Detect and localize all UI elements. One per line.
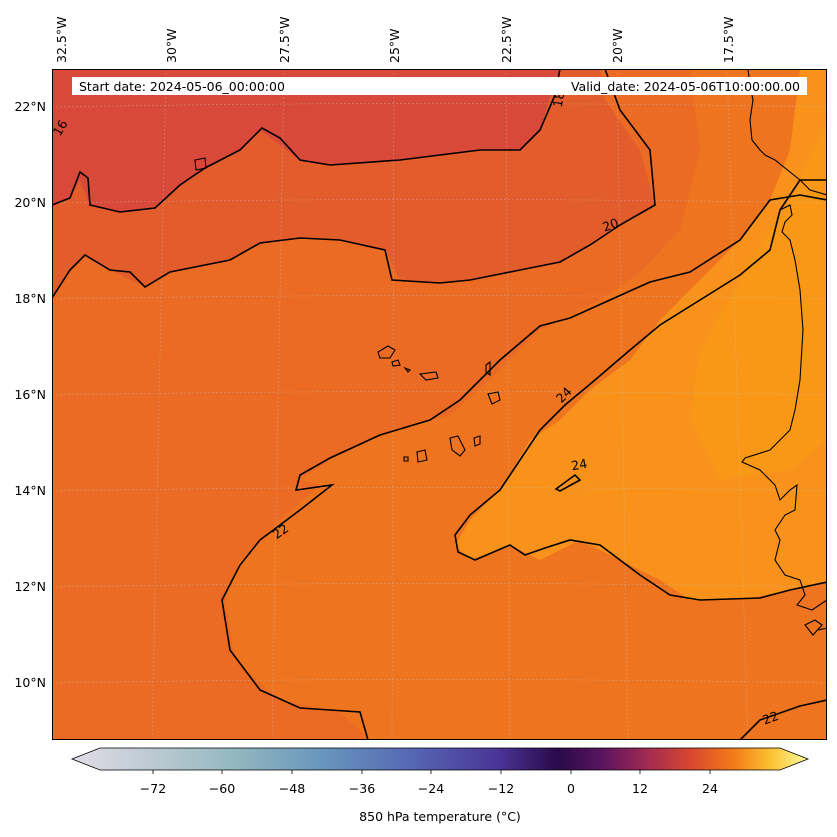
cbar-tick-12: 12 xyxy=(632,781,648,796)
cbar-tick--72: −72 xyxy=(140,781,166,796)
lat-tick-14: 14°N xyxy=(14,483,46,498)
contour-24-small xyxy=(554,473,582,492)
contour-label-16: 16 xyxy=(50,117,71,138)
contour-lines xyxy=(52,69,827,740)
contour-24 xyxy=(454,179,827,601)
coastlines xyxy=(194,69,827,636)
cbar-tick--12: −12 xyxy=(488,781,514,796)
colorbar-tick-labels: −72 −60 −48 −36 −24 −12 0 12 24 xyxy=(140,781,718,796)
contour-label-22-south: 22 xyxy=(760,708,780,728)
lon-axis: 32.5°W 30°W 27.5°W 25°W 22.5°W 20°W 17.5… xyxy=(54,17,736,63)
contour-22-south xyxy=(739,699,827,740)
cbar-tick--24: −24 xyxy=(418,781,444,796)
lat-tick-20: 20°N xyxy=(14,195,46,210)
contour-label-20: 20 xyxy=(600,215,620,235)
west-sahara-island xyxy=(194,157,207,171)
lat-tick-16: 16°N xyxy=(14,387,46,402)
lon-tick-20: 20°W xyxy=(610,28,625,63)
lon-tick-22-5: 22.5°W xyxy=(499,17,514,63)
colorbar-label: 850 hPa temperature (°C) xyxy=(359,809,521,824)
cbar-tick--48: −48 xyxy=(279,781,305,796)
cbar-tick-24: 24 xyxy=(702,781,718,796)
cbar-tick--60: −60 xyxy=(209,781,235,796)
colorbar-tick-marks xyxy=(152,770,711,774)
africa-coast xyxy=(741,69,827,636)
colorbar: −72 −60 −48 −36 −24 −12 0 12 24 850 hPa … xyxy=(70,747,810,824)
lon-tick-30: 30°W xyxy=(164,28,179,63)
lat-axis: 22°N 20°N 18°N 16°N 14°N 12°N 10°N xyxy=(14,99,46,690)
lat-tick-18: 18°N xyxy=(14,291,46,306)
lat-tick-10: 10°N xyxy=(14,675,46,690)
cbar-tick-0: 0 xyxy=(567,781,575,796)
colorbar-bar xyxy=(70,747,810,771)
lat-tick-22: 22°N xyxy=(14,99,46,114)
header-banner xyxy=(72,77,807,95)
map-border xyxy=(52,69,827,740)
lon-tick-25: 25°W xyxy=(387,28,402,63)
lon-tick-27-5: 27.5°W xyxy=(277,17,292,63)
graticule xyxy=(52,69,827,740)
contour-22 xyxy=(221,194,827,740)
contour-label-22-west: 22 xyxy=(270,521,292,542)
field-warm-inner xyxy=(690,120,827,480)
lat-tick-12: 12°N xyxy=(14,579,46,594)
contour-18 xyxy=(52,69,561,213)
lon-tick-32-5: 32.5°W xyxy=(54,17,69,63)
field-below-18 xyxy=(52,69,560,212)
contour-label-24-small: 24 xyxy=(570,456,588,474)
cbar-tick--36: −36 xyxy=(349,781,375,796)
field-20-22-band xyxy=(52,69,700,740)
cape-verde-islands xyxy=(377,345,501,463)
contour-20 xyxy=(52,69,656,299)
start-date-label: Start date: 2024-05-06_00:00:00 xyxy=(79,79,285,94)
lon-tick-17-5: 17.5°W xyxy=(721,17,736,63)
valid-date-label: Valid_date: 2024-05-06T10:00:00.00 xyxy=(571,79,800,94)
temperature-field xyxy=(52,69,827,740)
